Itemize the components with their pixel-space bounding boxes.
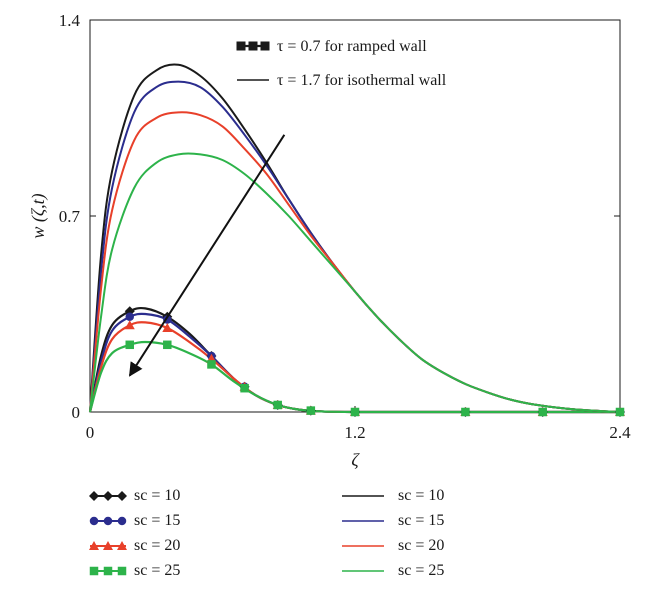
series-marker-square <box>207 360 216 369</box>
legend-symbol-line <box>342 520 384 522</box>
series-marker-square <box>125 340 134 350</box>
y-tick-label: 0 <box>72 403 81 422</box>
legend-marker-triangle <box>89 541 99 550</box>
legend-item-isothermal: sc = 20 <box>342 535 444 557</box>
series-line-ramped-sc20 <box>88 321 620 414</box>
legend-marker-circle <box>103 516 113 526</box>
inner-legend-square-marker <box>236 41 246 51</box>
legend-item-ramped: sc = 15 <box>88 510 180 532</box>
inner-legend-square-marker <box>248 41 258 51</box>
series-markers <box>124 306 625 417</box>
legend-marker-square <box>103 566 113 576</box>
legend-label: sc = 10 <box>134 487 181 504</box>
series-marker-square <box>461 407 470 417</box>
y-tick-label: 0.7 <box>59 207 81 226</box>
inner-legend-label: τ = 1.7 for isothermal wall <box>277 72 447 89</box>
series-marker-square <box>273 400 282 410</box>
x-axis-label: ζ <box>351 450 360 470</box>
x-tick-label: 0 <box>86 423 95 442</box>
legend-label: sc = 20 <box>398 537 445 554</box>
legend-symbol-triangle <box>89 541 127 550</box>
legend-item-isothermal: sc = 10 <box>342 485 444 507</box>
inner-legend-square-marker <box>260 41 270 51</box>
series-marker-square <box>240 383 249 393</box>
velocity-chart: 0 1.2 2.4 0 0.7 1.4 ζ w (ζ,t) τ = 0.7 for rampe… <box>28 11 631 470</box>
series-line-isothermal-sc25 <box>89 152 621 413</box>
series-marker-circle <box>125 312 134 322</box>
annotations <box>128 134 286 377</box>
legend-symbol-line <box>342 570 384 572</box>
legend-label: sc = 15 <box>134 512 181 529</box>
legend-label: sc = 25 <box>134 562 181 579</box>
x-tick-label: 1.2 <box>344 423 365 442</box>
series-marker-square <box>306 406 316 415</box>
legend-item-isothermal: sc = 15 <box>342 510 444 532</box>
series-line-ramped-sc10 <box>88 306 620 414</box>
series-lines <box>88 63 621 414</box>
series-marker-triangle <box>162 323 173 332</box>
series-marker-triangle <box>124 320 135 330</box>
legend-item-isothermal: sc = 25 <box>342 560 444 582</box>
legend-label: sc = 20 <box>134 537 181 554</box>
y-axis-label: w (ζ,t) <box>28 193 49 238</box>
legend-symbol-circle <box>89 516 127 526</box>
legend-item-ramped: sc = 10 <box>88 485 180 507</box>
legend-marker-diamond <box>117 491 127 501</box>
legend-symbol-square <box>89 566 127 576</box>
inner-legend-label: τ = 0.7 for ramped wall <box>277 38 427 55</box>
legend-item-ramped: sc = 20 <box>88 535 180 557</box>
series-marker-square <box>350 407 360 417</box>
inner-legend: τ = 0.7 for ramped wall τ = 1.7 for isoth… <box>236 38 447 89</box>
legend-marker-diamond <box>89 491 99 501</box>
legend-label: sc = 25 <box>398 562 445 579</box>
series-line-ramped-sc25 <box>88 340 620 414</box>
legend-marker-circle <box>89 516 99 526</box>
legend-item-ramped: sc = 25 <box>88 560 180 582</box>
legend-marker-triangle <box>103 541 113 550</box>
series-line-isothermal-sc15 <box>89 80 621 413</box>
series-line-isothermal-sc10 <box>89 63 621 413</box>
legend-marker-triangle <box>117 541 127 550</box>
y-tick-label: 1.4 <box>59 11 81 30</box>
series-marker-square <box>163 340 172 350</box>
series-marker-square <box>538 407 547 417</box>
legend-symbol-line <box>342 495 384 497</box>
legend-symbol-diamond <box>89 491 127 501</box>
legend-marker-square <box>117 566 127 576</box>
legend-label: sc = 10 <box>398 487 445 504</box>
legend-marker-square <box>89 566 99 576</box>
legend-marker-circle <box>117 516 127 526</box>
legend-symbol-line <box>342 545 384 547</box>
x-tick-label: 2.4 <box>609 423 631 442</box>
legend-marker-diamond <box>103 491 113 501</box>
legend-label: sc = 15 <box>398 512 445 529</box>
trend-arrow <box>128 134 286 377</box>
series-marker-square <box>615 407 625 417</box>
